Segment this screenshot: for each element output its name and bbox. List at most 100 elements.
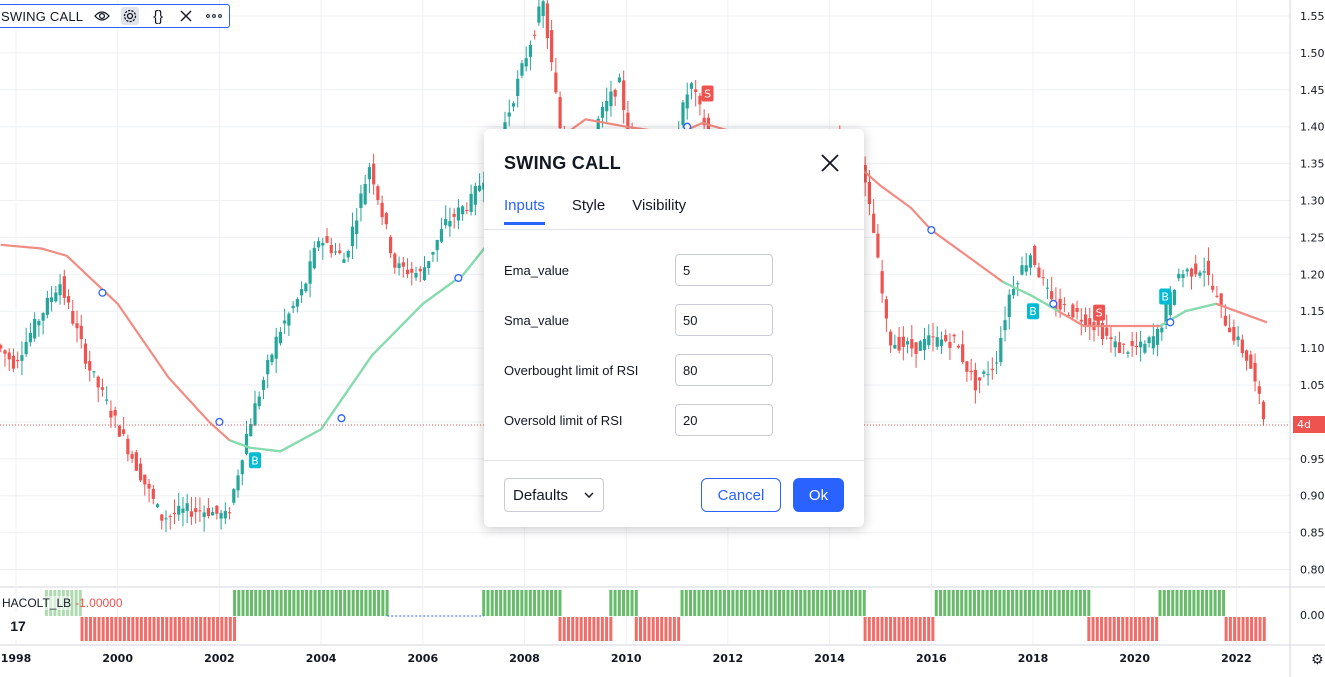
time-axis[interactable]: 1998 2000 2002 2004 2006 2008 2010 2012 2014 2016… (1, 652, 1252, 665)
braces-icon[interactable]: {} (153, 7, 164, 25)
candle-body (545, 3, 549, 39)
tradingview-logo[interactable]: 17 (2, 612, 34, 640)
hacolt-bar (934, 590, 938, 616)
chart-settings-icon[interactable]: ⚙ (1311, 651, 1324, 667)
overbought-input[interactable] (675, 354, 773, 386)
hacolt-bar (799, 590, 803, 616)
candle-body (528, 45, 533, 57)
candle-body (54, 292, 58, 302)
ema-value-input[interactable] (675, 254, 773, 286)
hacolt-legend: HACOLT_LB -1.00000 (2, 596, 123, 610)
hacolt-bar (288, 590, 292, 616)
candle-body (236, 475, 240, 491)
hacolt-bar (258, 590, 262, 616)
hacolt-bar (794, 590, 798, 616)
eye-icon[interactable] (93, 7, 111, 25)
candle-body (1160, 327, 1164, 333)
candle-body (355, 220, 359, 235)
input-row-sma: Sma_value (504, 303, 844, 337)
candle-body (189, 511, 194, 517)
candle-body (1113, 341, 1117, 348)
hacolt-bar (1213, 590, 1217, 616)
hacolt-bar (596, 617, 600, 641)
candle-body (473, 186, 477, 205)
hacolt-bar (756, 590, 760, 616)
hacolt-bar (575, 617, 579, 641)
close-icon[interactable] (818, 151, 842, 175)
hacolt-bar (558, 617, 562, 641)
hacolt-bar (951, 590, 955, 616)
close-icon[interactable] (177, 7, 195, 25)
candle-body (600, 106, 605, 118)
hacolt-bar (1100, 617, 1104, 641)
candle-body (1062, 304, 1066, 306)
candle-body (1249, 354, 1253, 369)
hacolt-bar (541, 590, 545, 616)
hacolt-bar (207, 617, 211, 641)
candle-body (28, 332, 33, 343)
x-tick-label: 2010 (611, 652, 642, 665)
sma-value-input[interactable] (675, 304, 773, 336)
candle-body (414, 272, 418, 278)
price-axis[interactable]: 1.550 1.500 1.450 1.400 1.350 1.300 1.250 1.200… (1300, 10, 1325, 622)
hacolt-bar (968, 590, 972, 616)
indicator-legend[interactable]: SWING CALL {} (0, 4, 231, 28)
y-tick-label: 1.200 (1300, 268, 1325, 281)
sma-label: Sma_value (504, 312, 570, 328)
gear-icon[interactable] (121, 7, 140, 25)
defaults-dropdown[interactable]: Defaults (504, 478, 604, 512)
candle-body (465, 210, 469, 212)
candle-body (58, 284, 62, 296)
candle-body (931, 336, 935, 338)
x-tick-label: 2014 (814, 652, 845, 665)
candle-body (702, 117, 706, 126)
hacolt-bar (735, 590, 739, 616)
hacolt-bar (634, 590, 638, 616)
tab-inputs[interactable]: Inputs (504, 197, 545, 225)
hacolt-bar (78, 590, 82, 616)
candle-body (410, 268, 414, 273)
oversold-input[interactable] (675, 404, 773, 436)
hacolt-bar (1179, 590, 1183, 616)
hacolt-bar (1023, 590, 1027, 616)
hacolt-bar (731, 590, 735, 616)
hacolt-bar (880, 617, 884, 641)
hacolt-bar (862, 590, 866, 616)
hacolt-bar (1254, 617, 1258, 641)
candle-body (0, 345, 3, 349)
candle-body (1261, 401, 1266, 420)
tab-visibility[interactable]: Visibility (632, 197, 687, 214)
candle-body (952, 334, 956, 337)
candle-body (1050, 291, 1054, 300)
hacolt-bar (998, 590, 1002, 616)
candle-body (62, 276, 66, 298)
hacolt-bar (1091, 617, 1095, 641)
candle-body (380, 202, 384, 218)
hacolt-bar (194, 617, 198, 641)
candle-body (537, 6, 541, 23)
candle-body (1215, 295, 1219, 297)
hacolt-bar (1196, 590, 1200, 616)
ok-button[interactable]: Ok (793, 478, 844, 512)
hacolt-bar (710, 590, 714, 616)
hacolt-bar (173, 617, 177, 641)
hacolt-bar (250, 590, 254, 616)
hacolt-bar (211, 617, 215, 641)
more-icon[interactable] (205, 7, 223, 25)
candle-body (194, 508, 198, 513)
hacolt-bar (1078, 590, 1082, 616)
candle-body (507, 112, 511, 117)
hacolt-bar (786, 590, 790, 616)
hacolt-bar (630, 590, 634, 616)
candle-body (439, 229, 444, 242)
cancel-button[interactable]: Cancel (701, 478, 781, 512)
candle-body (1096, 317, 1100, 326)
candle-body (1228, 327, 1232, 333)
hacolt-bar (88, 617, 92, 641)
candle-body (257, 396, 261, 407)
candle-body (1045, 287, 1050, 289)
hacolt-bar (854, 590, 858, 616)
tab-style[interactable]: Style (571, 197, 606, 214)
candle-body (1117, 342, 1122, 353)
hacolt-bar (554, 590, 558, 616)
